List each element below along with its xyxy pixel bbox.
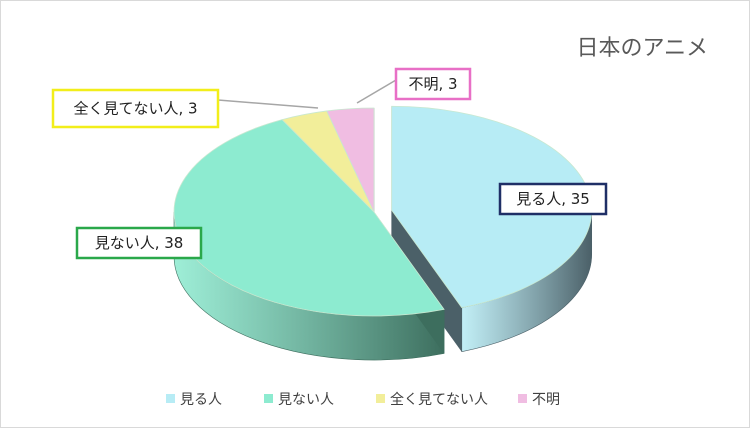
legend-swatch-never-viewers [376,394,385,403]
legend-swatch-non-viewers [264,394,273,403]
data-label-box-unknown [394,67,472,101]
data-label-never-viewers: 全く見てない人, 3 [73,100,197,118]
leader-line-never-viewers [217,99,319,109]
data-labels: 見る人, 35 見ない人, 38 全く見てない人, 3 不明, 3 [51,67,608,260]
legend-label-viewers: 見る人 [180,392,222,408]
data-label-box-non-viewers [75,226,203,260]
data-label-box-viewers [498,182,608,216]
data-label-viewers: 見る人, 35 [516,190,590,208]
legend-swatch-viewers [166,394,175,403]
legend-label-non-viewers: 見ない人 [278,392,334,408]
legend-label-never-viewers: 全く見てない人 [390,391,488,408]
data-label-box-never-viewers [51,88,220,129]
pie-slice-unknown [326,107,375,213]
legend-swatch-unknown [518,394,527,403]
leader-lines [217,79,397,109]
data-label-unknown: 不明, 3 [408,75,457,93]
data-label-non-viewers: 見ない人, 38 [95,234,184,252]
leader-line-unknown [356,79,397,104]
legend-label-unknown: 不明 [532,392,560,408]
pie-tops [173,105,593,317]
legend: 見る人 見ない人 全く見てない人 不明 [166,391,560,408]
chart-title: 日本のアニメ [576,36,708,61]
